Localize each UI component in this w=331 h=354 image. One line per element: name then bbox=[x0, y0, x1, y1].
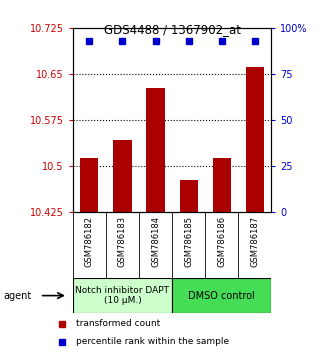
Bar bbox=[146, 88, 165, 212]
Bar bbox=[113, 140, 131, 212]
Text: transformed count: transformed count bbox=[76, 319, 160, 329]
Text: GSM786183: GSM786183 bbox=[118, 216, 127, 267]
Bar bbox=[73, 278, 172, 313]
Bar bbox=[213, 158, 231, 212]
Text: GDS4488 / 1367902_at: GDS4488 / 1367902_at bbox=[104, 23, 241, 36]
Bar bbox=[246, 67, 264, 212]
Text: GSM786182: GSM786182 bbox=[85, 216, 94, 267]
Bar bbox=[179, 181, 198, 212]
Text: GSM786185: GSM786185 bbox=[184, 216, 193, 267]
Text: Notch inhibitor DAPT
(10 μM.): Notch inhibitor DAPT (10 μM.) bbox=[75, 286, 169, 305]
Text: agent: agent bbox=[3, 291, 31, 301]
Bar bbox=[80, 158, 99, 212]
Text: GSM786184: GSM786184 bbox=[151, 216, 160, 267]
Text: GSM786187: GSM786187 bbox=[250, 216, 260, 267]
Bar bbox=[172, 278, 271, 313]
Text: DMSO control: DMSO control bbox=[188, 291, 255, 301]
Text: GSM786186: GSM786186 bbox=[217, 216, 226, 267]
Text: percentile rank within the sample: percentile rank within the sample bbox=[76, 337, 229, 346]
